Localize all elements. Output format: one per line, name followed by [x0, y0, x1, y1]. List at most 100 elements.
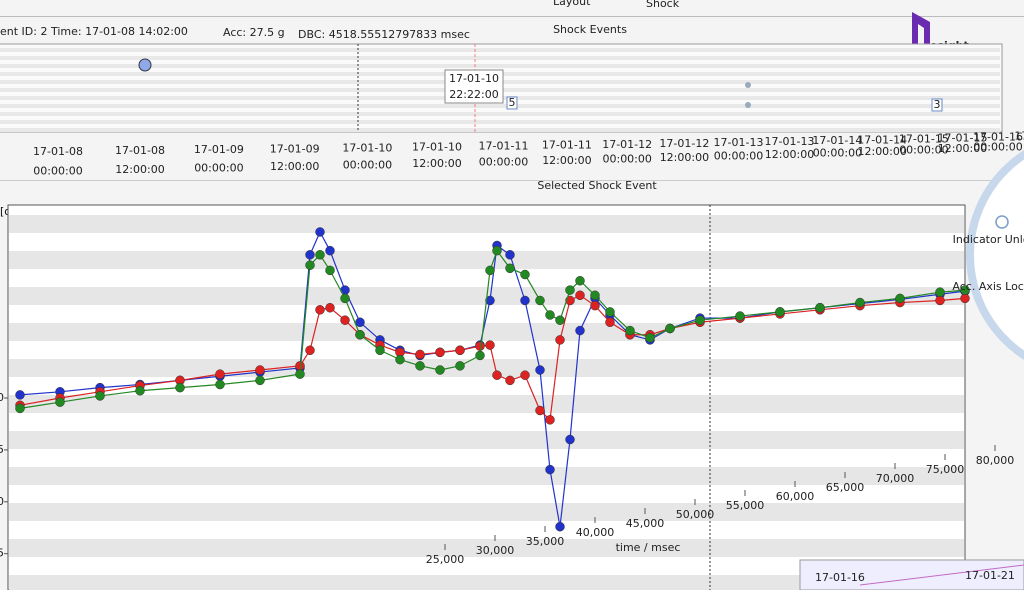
timeline-time: 12:00:00 [938, 142, 987, 155]
data-point [475, 350, 485, 361]
stripe [0, 104, 1000, 108]
data-point [305, 345, 315, 356]
timeline-time: 12:00:00 [765, 148, 814, 161]
timeline-time: 00:00:00 [33, 164, 82, 177]
timeline-time: 00:00:00 [602, 152, 651, 165]
timeline-date: 17-01-15 [938, 132, 988, 145]
timeline-date: 17-01-11 [542, 139, 592, 152]
data-point [340, 315, 350, 325]
data-point [475, 341, 485, 351]
data-point [960, 285, 970, 295]
lock-icon[interactable] [995, 215, 1009, 229]
timeline-date: 17-01-08 [115, 144, 165, 157]
stripe [9, 431, 964, 449]
timeline-date: 17-01-16 [973, 131, 1023, 144]
data-point [355, 329, 365, 340]
tooltip-date: 17-01-10 [449, 72, 499, 85]
data-point [520, 370, 530, 380]
x-tick-label: 70,000 [876, 472, 915, 485]
data-point [295, 369, 305, 379]
x-tick-label: 50,000 [676, 508, 715, 521]
timeline-date: 17-01-15 [899, 132, 949, 145]
data-point [325, 245, 335, 256]
data-point [960, 293, 970, 304]
data-point [485, 295, 495, 306]
data-point [315, 250, 325, 260]
data-point [545, 310, 555, 320]
timeline-date: 17-01-08 [33, 145, 83, 158]
data-point [135, 386, 145, 396]
stripe [9, 215, 964, 233]
timeline-date: 17-01-11 [479, 140, 529, 153]
x-tick-label: 30,000 [476, 544, 515, 557]
y-tick-label: 0 [0, 391, 4, 404]
mini-chart: 17-01-16 17-01-21 [799, 559, 1024, 591]
indicator-state: Indicator Unlocked [953, 233, 1024, 246]
stripe [9, 503, 964, 521]
data-point [535, 365, 545, 375]
data-point [605, 317, 615, 328]
timeline-time: 00:00:00 [194, 161, 243, 174]
axis-state: Acc. Axis Locked [952, 280, 1024, 293]
event-marker[interactable] [745, 102, 751, 108]
data-point [492, 370, 502, 380]
data-point [555, 335, 565, 345]
data-point [485, 265, 495, 276]
data-point [625, 325, 635, 336]
timeline-date: 17-01-09 [194, 143, 244, 156]
data-point [305, 260, 315, 270]
data-point [545, 415, 555, 425]
data-point [855, 297, 865, 308]
data-point [575, 290, 585, 301]
data-point [605, 307, 615, 317]
timeline-date: 17-01-12 [659, 137, 709, 150]
data-point [575, 325, 585, 336]
stripe [0, 120, 1000, 124]
data-point [590, 290, 600, 301]
data-point [435, 365, 445, 375]
data-point [505, 263, 515, 274]
stripe [0, 56, 1000, 60]
mini-frame [799, 559, 1024, 591]
data-point [395, 354, 405, 365]
event-badge-label: 5 [509, 96, 516, 109]
x-tick-label: 40,000 [576, 526, 615, 539]
timeline-date: 17-01-10 [412, 141, 462, 154]
menu-item[interactable]: Shock [646, 0, 680, 10]
event-marker[interactable] [745, 82, 751, 88]
data-point [565, 434, 575, 445]
dial [966, 150, 1024, 360]
data-point [505, 250, 515, 260]
event-badge[interactable] [506, 96, 518, 110]
timeline-date: 17-01-13 [765, 135, 815, 148]
event-badge-label: 3 [934, 98, 941, 111]
event-badge[interactable] [931, 98, 943, 112]
data-point [895, 293, 905, 304]
timeline-time: 00:00:00 [899, 144, 948, 157]
data-point [15, 390, 25, 400]
data-point [215, 369, 225, 379]
x-tick-label: 65,000 [826, 481, 865, 494]
timeline-time: 00:00:00 [973, 141, 1022, 154]
event-marker[interactable] [138, 58, 152, 72]
side-widget: Indicator Unlocked Acc. Axis Locked [952, 150, 1024, 360]
timeline-time: 00:00:00 [813, 147, 862, 160]
data-point [535, 295, 545, 306]
timeline-time: 00:00:00 [714, 149, 763, 162]
data-point [565, 285, 575, 295]
x-tick-label: 55,000 [726, 499, 765, 512]
stripe [9, 359, 964, 377]
menu-item[interactable]: Layout [553, 0, 591, 8]
detail-title: Selected Shock Event [537, 179, 657, 192]
timeline-time: 00:00:00 [479, 155, 528, 168]
data-point [590, 300, 600, 311]
data-point [485, 340, 495, 350]
timeline-time: 12:00:00 [270, 160, 319, 173]
data-point [555, 315, 565, 325]
data-point [645, 333, 655, 343]
mini-label: 17-01-16 [815, 571, 865, 584]
data-point [255, 375, 265, 386]
